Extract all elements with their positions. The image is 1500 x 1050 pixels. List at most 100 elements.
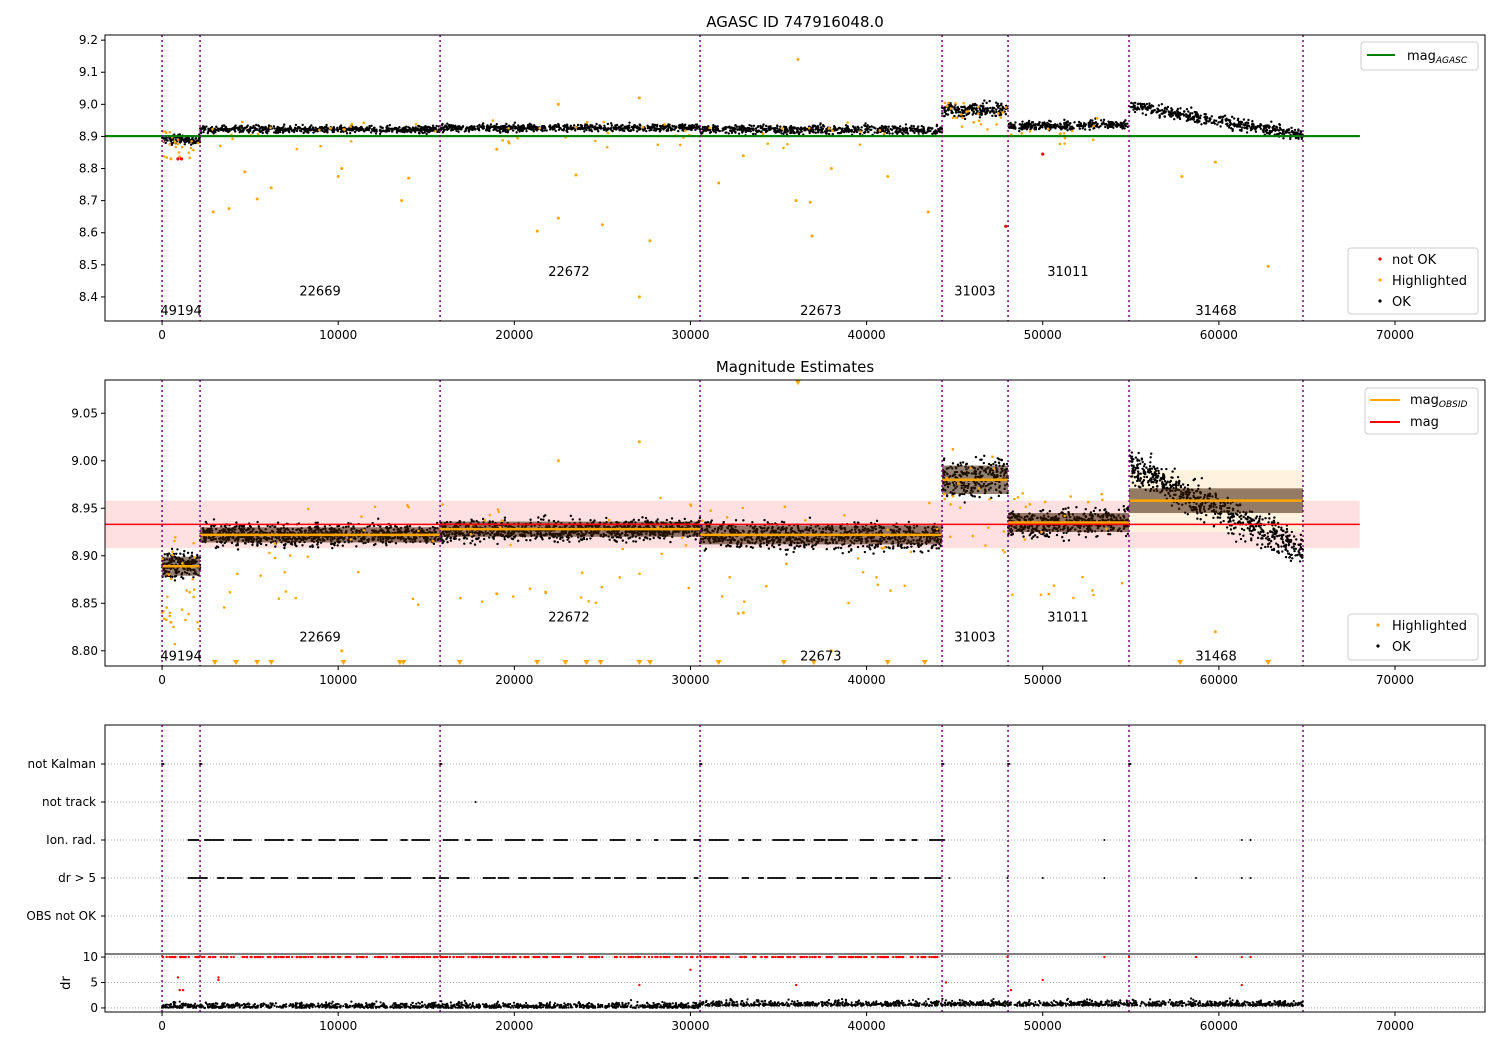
ok-point	[274, 129, 278, 132]
ok-point	[1104, 125, 1107, 129]
ok-point	[589, 123, 592, 127]
ok-point	[184, 138, 188, 141]
ok-point	[504, 130, 508, 134]
ok-point	[174, 138, 177, 141]
ok-point	[1249, 129, 1253, 132]
ok-point	[487, 536, 491, 539]
ok-point	[644, 516, 648, 520]
ok-point	[949, 102, 952, 105]
ok-point	[279, 128, 282, 132]
y-tick-label: 8.5	[79, 258, 98, 272]
ok-point	[683, 124, 686, 128]
ok-point	[1273, 128, 1276, 131]
ok-point	[803, 126, 807, 129]
highlighted-point	[786, 142, 789, 146]
ok-point	[1027, 119, 1031, 123]
highlighted-point	[1180, 175, 1184, 179]
ok-point	[1194, 111, 1197, 114]
ok-point	[378, 132, 382, 136]
highlighted-point	[846, 121, 849, 124]
ok-point	[1000, 102, 1003, 105]
ok-point	[396, 129, 399, 133]
ok-point	[368, 124, 371, 128]
ok-point	[408, 126, 411, 130]
ok-point	[1259, 127, 1263, 130]
ok-point	[614, 126, 618, 129]
x-tick-label: 60000	[1200, 328, 1238, 342]
ok-point	[235, 521, 238, 524]
obsid-label: 49194	[160, 304, 201, 319]
ok-point	[1108, 123, 1111, 127]
ok-point	[716, 125, 719, 128]
highlighted-point	[176, 142, 179, 146]
ok-point	[1060, 126, 1063, 130]
highlighted-point	[556, 102, 560, 106]
highlighted-point	[741, 154, 745, 158]
ok-point	[597, 126, 601, 129]
ok-point	[429, 129, 432, 133]
ok-point	[1293, 133, 1296, 136]
ok-point	[1151, 105, 1155, 108]
ok-point	[163, 553, 166, 556]
ok-point	[189, 143, 193, 146]
ok-point	[1029, 122, 1032, 126]
ok-point	[1037, 122, 1041, 125]
ok-point	[957, 114, 961, 117]
ok-point	[667, 127, 670, 130]
ok-point	[1089, 125, 1093, 128]
ok-point	[1289, 137, 1292, 141]
ok-point	[1204, 122, 1208, 125]
ok-point	[251, 131, 254, 134]
ok-point	[656, 518, 659, 521]
ok-point	[621, 539, 625, 542]
ok-point	[935, 130, 938, 134]
ok-point	[795, 131, 799, 134]
ok-point	[637, 518, 641, 522]
ok-point	[740, 128, 743, 131]
ok-point	[516, 539, 520, 543]
ok-point	[1079, 124, 1083, 127]
ok-point	[1270, 130, 1274, 133]
ok-point	[511, 129, 515, 132]
ok-point	[1245, 121, 1249, 124]
ok-point	[351, 128, 354, 131]
ok-point	[957, 111, 960, 114]
ok-point	[855, 130, 859, 134]
highlighted-point	[362, 121, 366, 125]
ok-point	[616, 126, 620, 130]
highlighted-point	[965, 110, 968, 114]
ok-point	[478, 540, 482, 543]
ok-point	[920, 128, 923, 131]
ok-point	[441, 122, 444, 126]
ok-point	[257, 525, 260, 528]
ok-point	[915, 129, 918, 133]
ok-point	[431, 124, 435, 127]
ok-point	[202, 130, 205, 134]
legend-marker	[1378, 299, 1382, 303]
ok-point	[223, 124, 226, 127]
highlighted-point	[400, 199, 404, 203]
ok-point	[292, 130, 296, 134]
highlighted-point	[574, 126, 578, 129]
ok-point	[735, 125, 739, 128]
ok-point	[441, 131, 445, 134]
ok-point	[1021, 128, 1024, 131]
ok-point	[572, 124, 576, 127]
ok-point	[992, 110, 995, 113]
ok-point	[316, 521, 319, 524]
ok-point	[704, 126, 708, 130]
ok-point	[1164, 110, 1167, 113]
ok-point	[394, 542, 398, 545]
ok-point	[514, 126, 518, 130]
ok-point	[422, 126, 425, 129]
ok-point	[594, 125, 597, 128]
ok-point	[902, 128, 906, 132]
y-tick-label: 8.4	[79, 290, 98, 304]
ok-point	[324, 128, 327, 132]
ok-point	[986, 109, 990, 112]
ok-point	[1121, 124, 1125, 128]
obsid-label: 22672	[548, 265, 589, 280]
ok-point	[1203, 112, 1206, 116]
ok-point	[529, 518, 532, 521]
ok-point	[1242, 123, 1245, 126]
